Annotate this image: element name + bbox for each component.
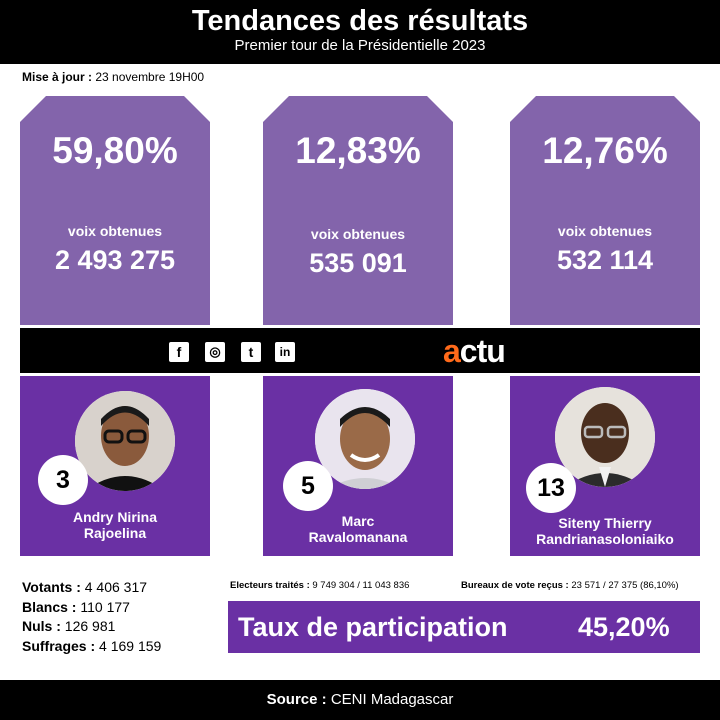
candidate-last-name: Ravalomanana <box>263 529 453 545</box>
candidate-first-name: Marc <box>263 513 453 529</box>
bureaux-recus: Bureaux de vote reçus : 23 571 / 27 375 … <box>461 580 679 591</box>
bureaux-value: 23 571 / 27 375 (86,10%) <box>571 580 678 591</box>
electeurs-traites: Electeurs traités : 9 749 304 / 11 043 8… <box>230 580 409 591</box>
candidate-last-name: Randrianasoloniaiko <box>510 531 700 547</box>
candidate-name: Marc Ravalomanana <box>263 513 453 545</box>
votes-label: voix obtenues <box>20 223 210 239</box>
stat-value: 4 406 317 <box>85 579 147 595</box>
result-card-2: 12,83% voix obtenues 535 091 <box>263 96 453 325</box>
header-bar: Tendances des résultats Premier tour de … <box>0 0 720 64</box>
stat-nuls: Nuls : 126 981 <box>22 617 161 637</box>
update-label: Mise à jour : <box>22 70 92 84</box>
source-footer: Source : CENI Madagascar <box>0 680 720 720</box>
votes-count: 2 493 275 <box>20 245 210 276</box>
portrait-icon <box>75 391 175 491</box>
vote-stats: Votants : 4 406 317 Blancs : 110 177 Nul… <box>22 578 161 656</box>
update-value: 23 novembre 19H00 <box>95 70 204 84</box>
candidate-number: 5 <box>283 461 333 511</box>
result-percent: 12,83% <box>263 131 453 171</box>
stat-label: Votants : <box>22 579 81 595</box>
facebook-icon[interactable]: f <box>169 342 189 362</box>
brand-bar <box>20 328 700 373</box>
update-line: Mise à jour : 23 novembre 19H00 <box>22 70 204 84</box>
stat-value: 126 981 <box>65 618 116 634</box>
participation-label: Taux de participation <box>238 612 508 643</box>
source-value: CENI Madagascar <box>331 691 454 708</box>
electeurs-label: Electeurs traités : <box>230 580 310 591</box>
candidate-card-2: 5 Marc Ravalomanana <box>263 376 453 556</box>
candidate-name: Andry Nirina Rajoelina <box>20 509 210 541</box>
twitter-icon[interactable]: t <box>241 342 261 362</box>
candidate-card-3: 13 Siteny Thierry Randrianasoloniaiko <box>510 376 700 556</box>
candidate-first-name: Siteny Thierry <box>510 515 700 531</box>
page-subtitle: Premier tour de la Présidentielle 2023 <box>0 37 720 55</box>
result-percent: 12,76% <box>510 131 700 171</box>
candidate-last-name: Rajoelina <box>20 525 210 541</box>
candidate-first-name: Andry Nirina <box>20 509 210 525</box>
votes-count: 532 114 <box>510 245 700 276</box>
candidate-number: 13 <box>526 463 576 513</box>
bureaux-label: Bureaux de vote reçus : <box>461 580 569 591</box>
result-card-1: 59,80% voix obtenues 2 493 275 <box>20 96 210 325</box>
source-label: Source : <box>267 691 327 708</box>
votes-label: voix obtenues <box>510 223 700 239</box>
stat-label: Nuls : <box>22 618 61 634</box>
participation-value: 45,20% <box>578 612 670 643</box>
electeurs-value: 9 749 304 / 11 043 836 <box>312 580 409 591</box>
stat-votants: Votants : 4 406 317 <box>22 578 161 598</box>
stat-label: Suffrages : <box>22 638 95 654</box>
stat-value: 110 177 <box>80 599 130 615</box>
candidate-card-1: 3 Andry Nirina Rajoelina <box>20 376 210 556</box>
candidate-photo <box>75 391 175 491</box>
votes-label: voix obtenues <box>263 226 453 242</box>
linkedin-icon[interactable]: in <box>275 342 295 362</box>
candidate-name: Siteny Thierry Randrianasoloniaiko <box>510 515 700 547</box>
stat-value: 4 169 159 <box>99 638 161 654</box>
candidate-number: 3 <box>38 455 88 505</box>
page-title: Tendances des résultats <box>0 0 720 37</box>
result-card-3: 12,76% voix obtenues 532 114 <box>510 96 700 325</box>
participation-bar: Taux de participation 45,20% <box>228 601 700 653</box>
votes-count: 535 091 <box>263 248 453 279</box>
stat-label: Blancs : <box>22 599 76 615</box>
result-percent: 59,80% <box>20 131 210 171</box>
stat-blancs: Blancs : 110 177 <box>22 598 161 618</box>
brand-logo-rest: ctu <box>460 333 505 369</box>
stat-suffrages: Suffrages : 4 169 159 <box>22 637 161 657</box>
instagram-icon[interactable]: ◎ <box>205 342 225 362</box>
brand-logo-accent: a <box>443 333 460 369</box>
brand-logo: actu <box>443 333 505 370</box>
